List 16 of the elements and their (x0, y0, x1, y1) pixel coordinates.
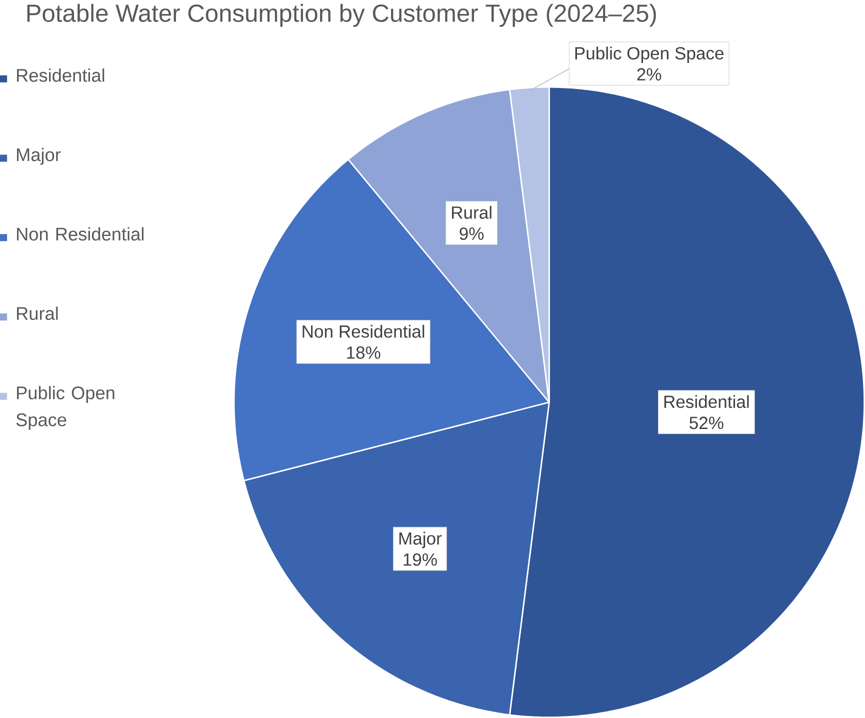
data-label: 18% (347, 346, 380, 359)
slice-label: Non Residential (302, 324, 424, 338)
slice-label: Public Open Space (575, 46, 724, 63)
slice-label: Rural (452, 206, 492, 219)
legend-label: Residential (17, 68, 104, 82)
slice-label: Major (399, 532, 442, 548)
legend-label: Rural (17, 306, 58, 320)
data-label: 19% (404, 553, 437, 566)
legend-label: Public Open Space (16, 386, 114, 430)
legend-label: Major (17, 148, 61, 165)
slice-label: Residential (664, 395, 749, 408)
data-label: 52% (690, 416, 724, 430)
data-label: 9% (460, 227, 484, 240)
legend-label: Non Residential (17, 227, 144, 241)
data-label: 2% (637, 68, 662, 81)
chart-title: Potable Water Consumption by Customer Type (2024–25) (27, 4, 656, 27)
